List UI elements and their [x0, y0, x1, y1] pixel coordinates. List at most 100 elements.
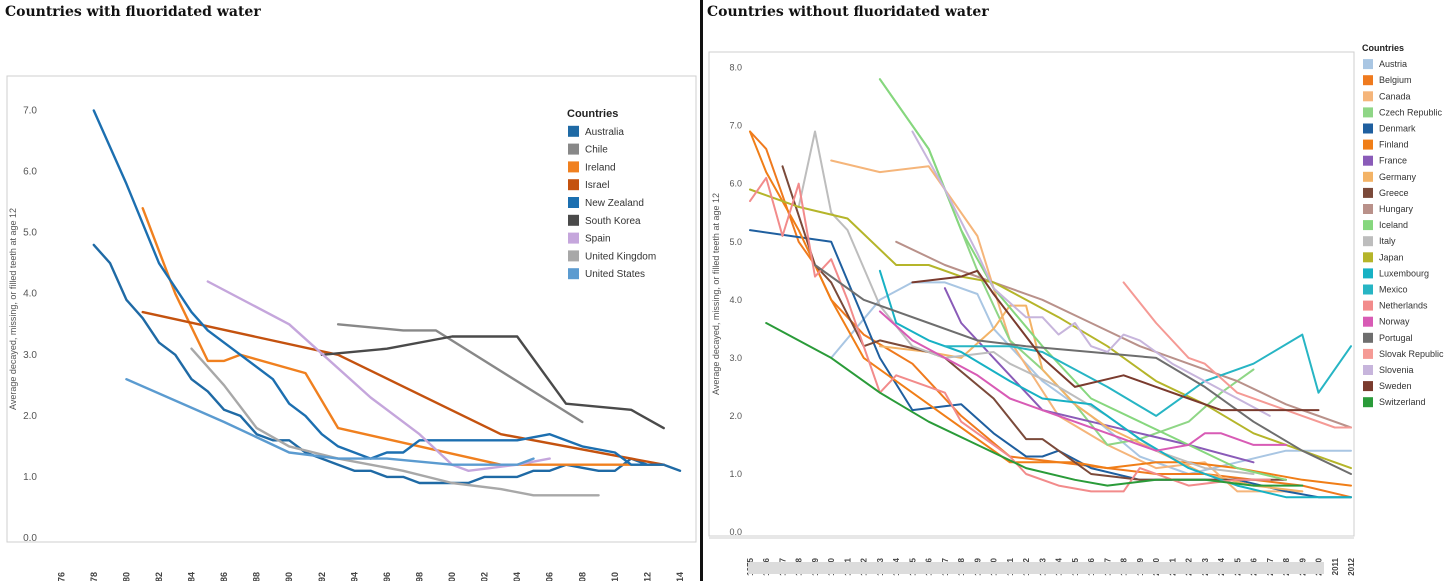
- series-line[interactable]: [141, 310, 665, 466]
- legend-swatch[interactable]: [1363, 284, 1373, 295]
- x-tick-label: 2014: [675, 572, 685, 581]
- legend-swatch[interactable]: [568, 143, 579, 155]
- legend-title: Countries: [567, 108, 618, 120]
- legend-swatch[interactable]: [568, 214, 579, 226]
- y-tick-label: 0.0: [729, 527, 742, 537]
- legend-swatch[interactable]: [1363, 236, 1373, 247]
- legend-swatch[interactable]: [1363, 139, 1373, 150]
- legend-swatch[interactable]: [1363, 252, 1373, 263]
- legend-item-label[interactable]: Japan: [1379, 252, 1404, 262]
- series-line[interactable]: [141, 207, 665, 466]
- series-line[interactable]: [1122, 281, 1352, 429]
- series-line[interactable]: [878, 269, 1352, 499]
- series-line[interactable]: [911, 269, 1320, 412]
- legend-item-label[interactable]: Australia: [585, 127, 624, 138]
- legend-swatch[interactable]: [1363, 348, 1373, 359]
- legend-swatch[interactable]: [568, 268, 579, 280]
- series-line[interactable]: [749, 130, 1352, 487]
- legend-swatch[interactable]: [1363, 91, 1373, 102]
- legend-item-label[interactable]: South Korea: [585, 216, 641, 227]
- series-line[interactable]: [336, 323, 584, 424]
- legend-item-label[interactable]: Israel: [585, 180, 609, 191]
- legend-swatch[interactable]: [1363, 107, 1373, 118]
- legend-swatch[interactable]: [1363, 204, 1373, 214]
- legend-item-label[interactable]: Italy: [1379, 236, 1396, 246]
- legend-swatch[interactable]: [1363, 171, 1373, 182]
- legend-item-label[interactable]: Slovenia: [1379, 365, 1414, 375]
- chart-title: Countries without fluoridated water: [707, 4, 989, 20]
- legend-swatch[interactable]: [568, 125, 579, 137]
- legend-item-label[interactable]: Czech Republic: [1379, 107, 1443, 117]
- series-line[interactable]: [943, 287, 1255, 464]
- horizontal-scrollbar[interactable]: [748, 562, 1324, 574]
- x-tick-label: 1996: [382, 572, 392, 581]
- legend-item-label[interactable]: Canada: [1379, 91, 1411, 101]
- x-tick-label: 2008: [577, 572, 587, 581]
- legend-swatch[interactable]: [1363, 365, 1373, 375]
- legend-item-label[interactable]: Greece: [1379, 188, 1409, 198]
- legend-item-label[interactable]: New Zealand: [585, 198, 644, 209]
- plot-frame: [6, 75, 697, 543]
- legend-item-label[interactable]: Mexico: [1379, 285, 1408, 295]
- legend-item-label[interactable]: Germany: [1379, 172, 1417, 182]
- y-tick-label: 0.0: [23, 533, 37, 544]
- series-line[interactable]: [749, 176, 1271, 493]
- plot-frame: [708, 51, 1355, 537]
- legend-item-label[interactable]: Switzerland: [1379, 397, 1426, 407]
- series-line[interactable]: [814, 264, 1352, 475]
- legend-item-label[interactable]: Hungary: [1379, 204, 1414, 214]
- legend-swatch[interactable]: [1363, 75, 1373, 86]
- legend-swatch[interactable]: [1363, 397, 1373, 408]
- y-tick-label: 7.0: [729, 121, 742, 131]
- series-line[interactable]: [765, 322, 1304, 487]
- legend-swatch[interactable]: [1363, 59, 1373, 70]
- legend-item-label[interactable]: Slovak Republic: [1379, 349, 1444, 359]
- legend-item-label[interactable]: Finland: [1379, 140, 1409, 150]
- legend-item-label[interactable]: Sweden: [1379, 381, 1412, 391]
- legend-item-label[interactable]: Belgium: [1379, 75, 1412, 85]
- legend-swatch[interactable]: [1363, 381, 1373, 392]
- legend-swatch[interactable]: [1363, 268, 1373, 279]
- legend-item-label[interactable]: Denmark: [1379, 124, 1416, 134]
- legend-swatch[interactable]: [568, 197, 579, 208]
- series-line[interactable]: [878, 310, 1287, 452]
- legend-item-label[interactable]: Spain: [585, 234, 611, 245]
- legend-swatch[interactable]: [1363, 332, 1373, 343]
- x-tick-label: 1992: [317, 572, 327, 581]
- legend-item-label[interactable]: Portugal: [1379, 333, 1413, 343]
- series-line[interactable]: [190, 347, 600, 497]
- legend-item-label[interactable]: United Kingdom: [585, 251, 656, 262]
- legend-swatch[interactable]: [1363, 220, 1373, 231]
- legend-swatch[interactable]: [568, 250, 579, 262]
- legend-swatch[interactable]: [1363, 187, 1373, 198]
- legend-item-label[interactable]: Chile: [585, 145, 608, 156]
- series-line[interactable]: [911, 130, 1271, 417]
- legend-swatch[interactable]: [1363, 316, 1373, 327]
- legend-item-label[interactable]: Ireland: [585, 162, 616, 173]
- series-line[interactable]: [125, 378, 535, 466]
- legend-swatch[interactable]: [1363, 123, 1373, 134]
- series-line[interactable]: [320, 335, 665, 430]
- legend-item-label[interactable]: Iceland: [1379, 220, 1408, 230]
- legend-item-label[interactable]: Netherlands: [1379, 301, 1428, 311]
- legend-swatch[interactable]: [568, 161, 579, 173]
- legend-swatch[interactable]: [568, 179, 579, 191]
- legend-swatch[interactable]: [1363, 300, 1373, 311]
- chart-title: Countries with fluoridated water: [5, 4, 261, 20]
- legend-item-label[interactable]: Luxembourg: [1379, 268, 1429, 278]
- legend-item-label[interactable]: Austria: [1379, 59, 1407, 69]
- legend-swatch[interactable]: [568, 232, 579, 244]
- series-line[interactable]: [943, 333, 1352, 417]
- x-tick-label: 2012: [642, 572, 652, 581]
- fluoridated-line-chart: 0.0 1.0 2.0 3.0 4.0 5.0 6.0 7.0 Average decayed,…: [6, 75, 697, 581]
- x-tick-label: 1990: [284, 572, 294, 581]
- series-line[interactable]: [206, 280, 551, 472]
- y-tick-label: 2.0: [23, 411, 37, 422]
- series-line[interactable]: [92, 243, 682, 485]
- series-line[interactable]: [749, 188, 1352, 470]
- legend-swatch[interactable]: [1363, 155, 1373, 166]
- legend-item-label[interactable]: France: [1379, 156, 1407, 166]
- legend-title: Countries: [1362, 43, 1404, 53]
- legend-item-label[interactable]: United States: [585, 269, 645, 280]
- legend-item-label[interactable]: Norway: [1379, 317, 1410, 327]
